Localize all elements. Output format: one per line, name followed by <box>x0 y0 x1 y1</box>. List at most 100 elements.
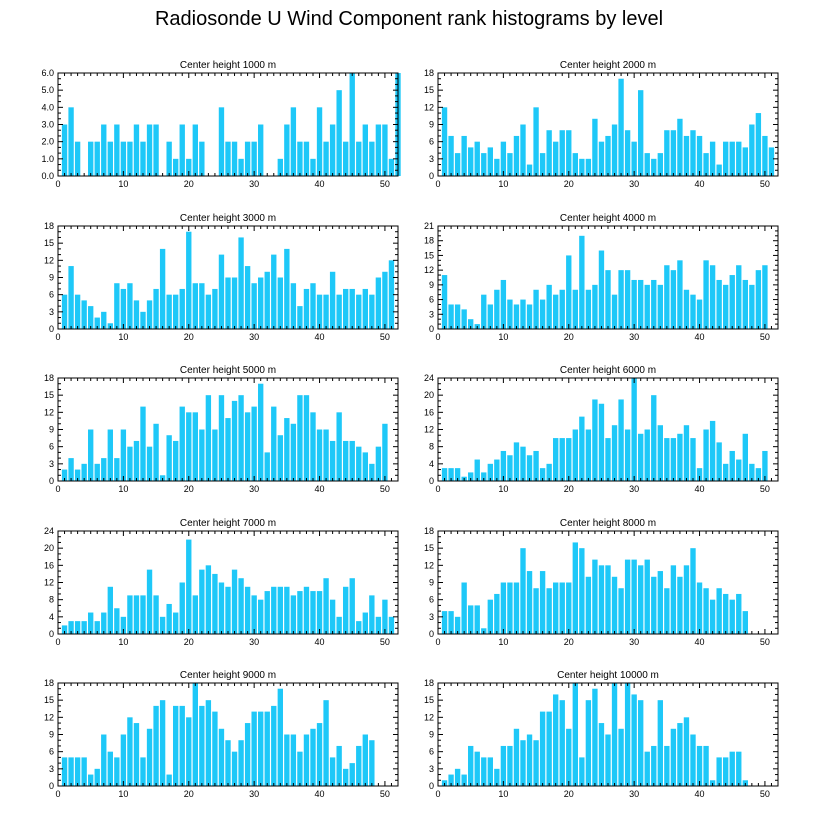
x-tick-label: 30 <box>629 484 639 494</box>
histogram-bar <box>74 294 81 329</box>
histogram-bar <box>755 468 762 482</box>
histogram-bar <box>225 277 231 329</box>
histogram-bar <box>81 757 87 786</box>
histogram-bar <box>716 757 722 786</box>
histogram-bar <box>218 107 225 176</box>
histogram-bar <box>179 406 185 481</box>
x-tick-label: 0 <box>435 637 440 647</box>
histogram-bar <box>638 433 644 481</box>
histogram-bar <box>218 582 225 634</box>
histogram-bar <box>74 621 81 635</box>
histogram-bar <box>74 141 81 176</box>
histogram-bar <box>585 576 592 634</box>
histogram-bar <box>192 595 198 635</box>
histogram-bar <box>651 745 657 786</box>
histogram-bar <box>500 582 507 634</box>
histogram-bar <box>494 158 500 176</box>
histogram-bar <box>696 582 703 634</box>
y-tick-label: 9 <box>429 120 434 130</box>
histogram-bar <box>303 288 310 329</box>
histogram-bar <box>316 591 323 634</box>
histogram-bar <box>481 294 487 329</box>
y-tick-label: 3 <box>429 612 434 622</box>
histogram-bar <box>271 254 277 329</box>
histogram-bar <box>533 107 539 176</box>
histogram-bar <box>651 395 657 481</box>
histogram-bar <box>605 270 611 329</box>
histogram-bar <box>461 309 467 329</box>
histogram-bar <box>238 740 244 786</box>
histogram-bar <box>644 559 650 634</box>
x-tick-label: 30 <box>249 332 259 342</box>
histogram-bar <box>677 118 683 176</box>
histogram-bar <box>513 135 520 176</box>
y-tick-label: 9 <box>49 425 54 435</box>
histogram-bar <box>638 279 644 329</box>
x-tick-label: 20 <box>564 332 574 342</box>
histogram-bar <box>186 412 192 481</box>
histogram-bar <box>264 591 270 634</box>
histogram-bar <box>199 705 205 786</box>
histogram-bar <box>566 255 572 329</box>
histogram-bar <box>329 124 336 176</box>
y-tick-label: 0 <box>429 629 434 639</box>
histogram-bar <box>114 608 120 634</box>
histogram-bar <box>762 265 768 329</box>
histogram-bar <box>264 711 270 786</box>
histogram-bar <box>212 429 218 481</box>
histogram-bar <box>258 124 264 176</box>
histogram-bar <box>192 124 198 176</box>
histogram-bar <box>199 141 205 176</box>
histogram-bar <box>644 751 650 786</box>
x-tick-label: 10 <box>498 789 508 799</box>
histogram-bar <box>303 141 310 176</box>
histogram-bar <box>454 153 461 176</box>
x-tick-label: 50 <box>760 637 770 647</box>
histogram-bar <box>375 616 382 634</box>
y-tick-label: 3 <box>429 154 434 164</box>
histogram-bar <box>651 158 657 176</box>
histogram-bar <box>448 304 454 329</box>
histogram-bar <box>461 135 467 176</box>
histogram-bar <box>369 595 375 635</box>
histogram-bar <box>605 438 611 481</box>
histogram-bar <box>500 141 507 176</box>
histogram-bar <box>638 700 644 786</box>
histogram-bar <box>159 616 166 634</box>
histogram-bar <box>546 284 552 329</box>
histogram-bar <box>120 429 127 481</box>
histogram-bar <box>703 588 709 634</box>
histogram-bar <box>762 450 768 481</box>
histogram-bar <box>369 141 375 176</box>
histogram-bar <box>709 420 716 481</box>
histogram-bar <box>611 124 618 176</box>
histogram-bar <box>107 141 113 176</box>
x-tick-label: 40 <box>695 484 705 494</box>
histogram-bar <box>729 141 735 176</box>
histogram-bar <box>631 141 637 176</box>
histogram-bar <box>231 400 238 481</box>
histogram-bar <box>559 582 565 634</box>
histogram-bar <box>448 135 454 176</box>
histogram-bar <box>618 78 624 176</box>
panel-title: Center height 1000 m <box>180 60 276 71</box>
y-tick-label: 9 <box>49 273 54 283</box>
histogram-bar <box>81 463 87 481</box>
y-tick-label: 18 <box>424 68 434 78</box>
histogram-bar <box>723 284 729 329</box>
x-tick-label: 50 <box>760 332 770 342</box>
histogram-bar <box>303 734 310 786</box>
histogram-bar <box>74 469 81 481</box>
histogram-bar <box>166 774 172 786</box>
histogram-bar <box>186 539 192 634</box>
histogram-bar <box>611 683 618 786</box>
x-tick-label: 0 <box>435 484 440 494</box>
histogram-bar <box>755 270 762 329</box>
histogram-bar <box>729 275 735 329</box>
y-tick-label: 0 <box>49 476 54 486</box>
histogram-bar <box>244 266 251 329</box>
histogram-bar <box>349 73 355 176</box>
histogram-bar <box>716 442 722 482</box>
x-tick-label: 50 <box>760 179 770 189</box>
